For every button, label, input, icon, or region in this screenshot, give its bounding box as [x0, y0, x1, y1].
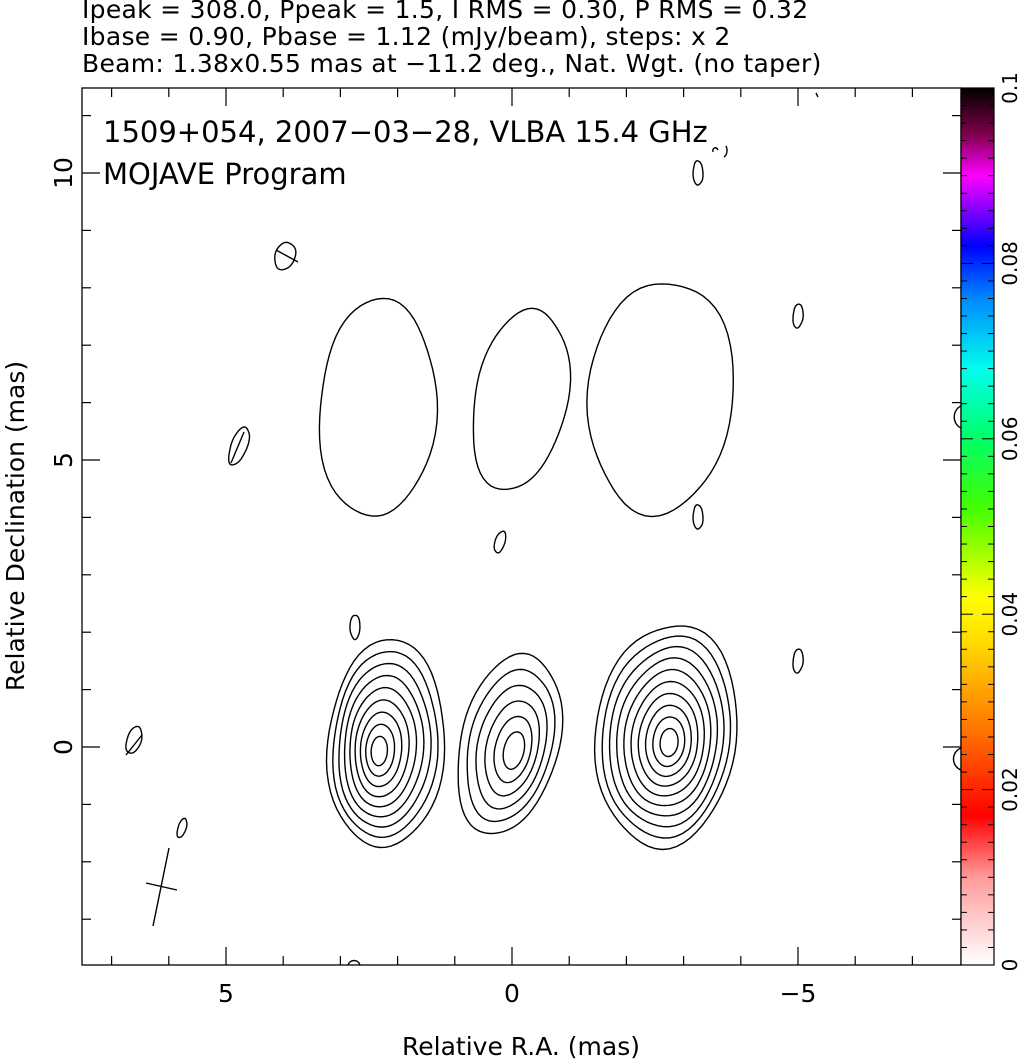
source-contour: [349, 686, 418, 808]
source-contour: [630, 680, 706, 797]
source-contour: [601, 635, 732, 839]
upper-source-contour: [472, 307, 572, 491]
y-axis-label: Relative Declination (mas): [1, 361, 30, 691]
source-contour: [343, 674, 425, 818]
source-contour: [325, 638, 446, 849]
upper-source-contour: [586, 283, 735, 518]
noise-contour: [228, 426, 251, 466]
beam-cross: [145, 847, 178, 927]
noise-contour: [275, 249, 299, 263]
source-contour: [502, 731, 526, 771]
edge-contour: [815, 92, 819, 98]
colorbar-tick-label: 0.08: [998, 241, 1022, 286]
y-tick-label: 0: [49, 739, 78, 755]
source-contour: [593, 625, 738, 851]
source-contour: [457, 652, 564, 835]
noise-contour: [349, 614, 361, 641]
x-tick-label: 0: [504, 979, 520, 1008]
noise-contour: [692, 504, 704, 530]
source-contour: [615, 657, 719, 817]
source-contour: [354, 699, 410, 798]
noise-contour: [230, 431, 245, 464]
source-contour: [370, 735, 389, 767]
header-line-2: Ibase = 0.90, Pbase = 1.12 (mJy/beam), s…: [82, 22, 731, 51]
plot-subtitle: MOJAVE Program: [103, 157, 347, 191]
source-contour: [359, 711, 403, 788]
edge-contour: [712, 147, 719, 153]
plot-frame: [81, 87, 962, 966]
source-contour: [659, 727, 679, 758]
colorbar-tick-label: 0.02: [998, 767, 1022, 812]
edge-contour: [347, 959, 361, 966]
x-tick-label: −5: [780, 979, 817, 1008]
edge-contour: [952, 747, 962, 771]
y-tick-label: 5: [49, 452, 78, 468]
colorbar-tick-label: 0: [998, 959, 1022, 972]
source-contour: [332, 650, 439, 839]
x-tick-label: 5: [218, 979, 234, 1008]
header-line-3: Beam: 1.38x0.55 mas at −11.2 deg., Nat. …: [82, 49, 822, 78]
colorbar-tick-label: 0.04: [998, 592, 1022, 637]
header-line-1: Ipeak = 308.0, Ppeak = 1.5, I RMS = 0.30…: [82, 0, 809, 24]
colorbar-tick-label: 0.1: [998, 72, 1022, 104]
source-contour: [623, 668, 712, 807]
noise-contour: [125, 734, 143, 756]
source-contour: [466, 668, 556, 823]
noise-contour: [493, 530, 507, 554]
edge-contour: [953, 405, 962, 429]
source-contour: [637, 692, 699, 787]
source-contour: [493, 715, 533, 784]
source-contour: [364, 723, 396, 777]
source-contour: [608, 645, 725, 828]
noise-contour: [692, 160, 704, 186]
noise-contour: [274, 241, 297, 271]
noise-contour: [125, 725, 143, 754]
edge-contour: [723, 145, 728, 158]
source-contour: [652, 716, 686, 768]
colorbar-tick-label: 0.06: [998, 417, 1022, 462]
source-contour: [644, 704, 693, 778]
source-contour: [475, 684, 548, 810]
noise-contour: [176, 817, 188, 839]
noise-contour: [792, 648, 804, 674]
noise-contour: [792, 303, 804, 329]
y-tick-label: 10: [49, 157, 78, 189]
x-axis-label: Relative R.A. (mas): [402, 1032, 640, 1061]
source-contour: [484, 700, 540, 797]
upper-source-contour: [318, 297, 439, 517]
source-contour: [338, 662, 432, 828]
plot-title: 1509+054, 2007−03−28, VLBA 15.4 GHz: [103, 115, 708, 149]
